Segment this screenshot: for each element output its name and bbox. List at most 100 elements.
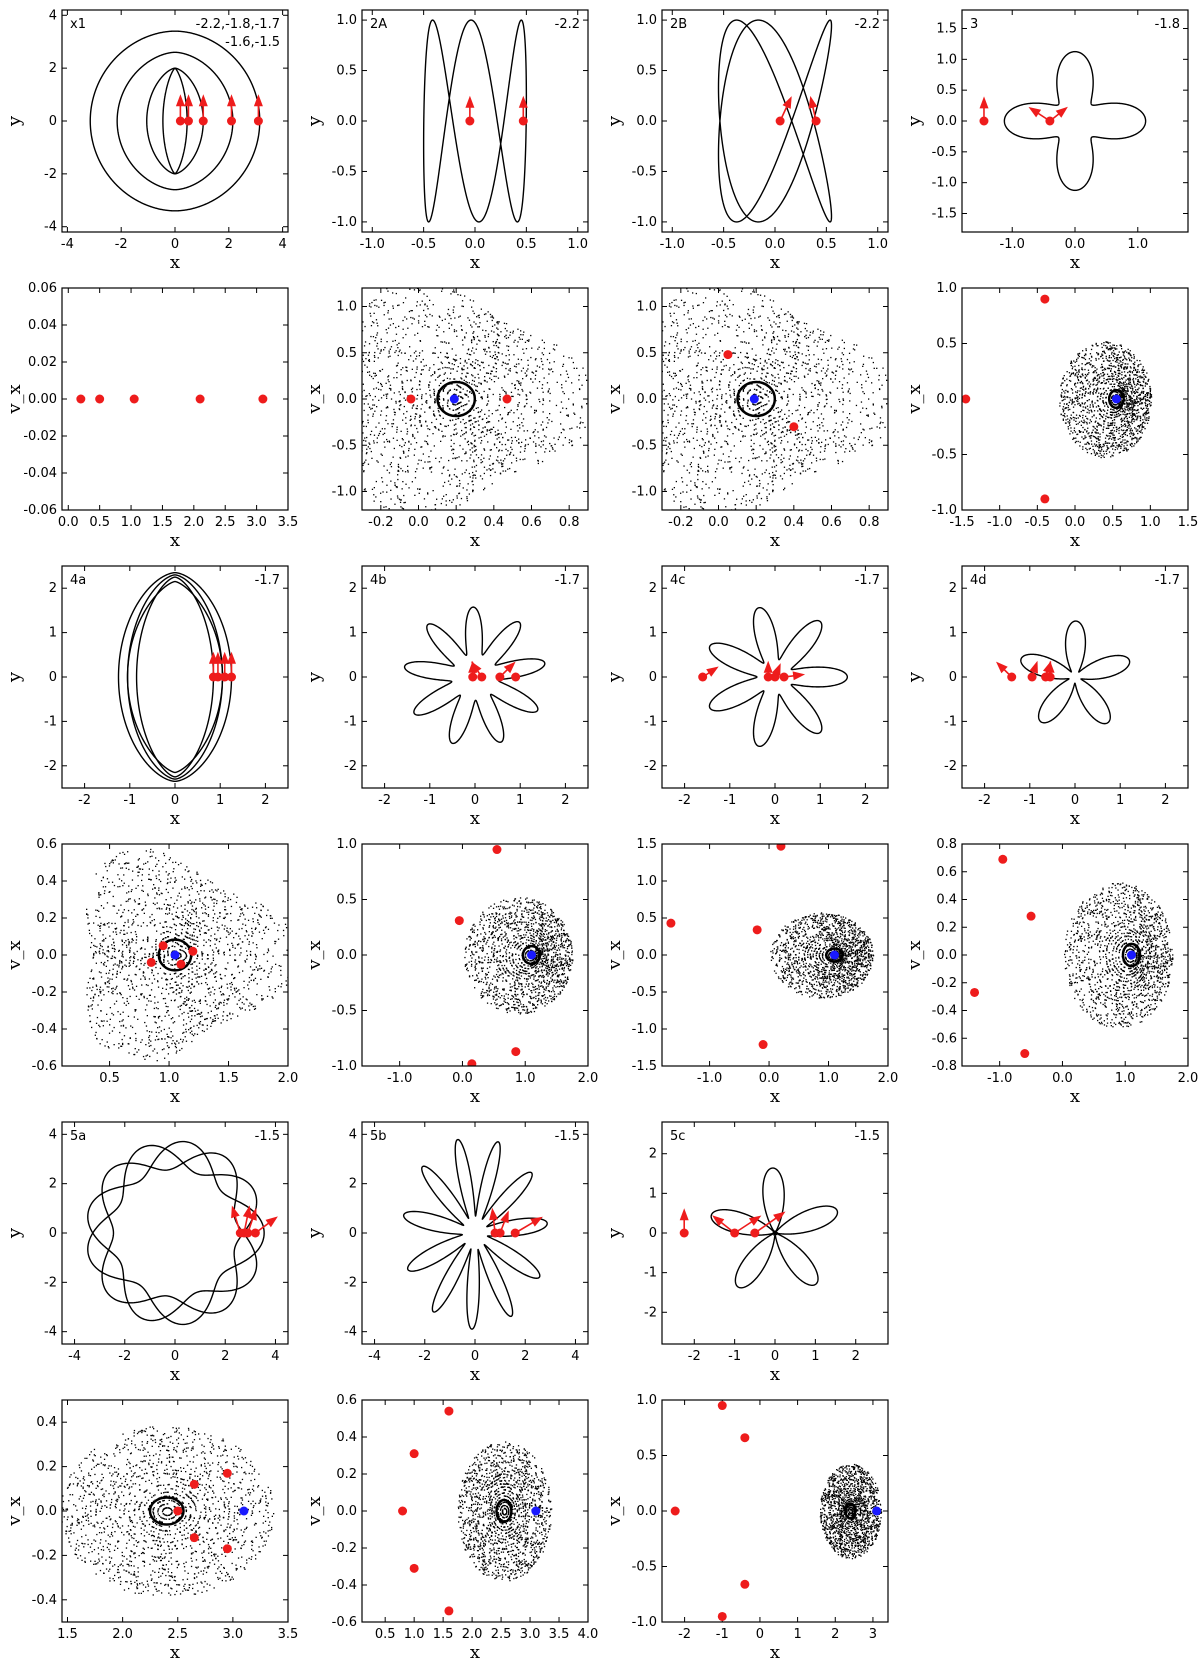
y-tick-label: 0.6	[336, 1393, 357, 1408]
x-tick-label: -1	[728, 1349, 741, 1364]
initial-condition-point	[717, 1611, 727, 1621]
x-axis-label: x	[770, 1086, 780, 1107]
periodic-orbit-point	[1127, 950, 1136, 960]
initial-condition-point	[188, 946, 198, 956]
initial-condition-point	[467, 1059, 477, 1066]
orbit-curve	[116, 51, 234, 191]
x-tick-label: -4	[368, 1349, 381, 1364]
panel-15: -1.0 0.0 1.0 2.0 -1.5 -1.0 -0.5 0.0 0.5 1.0 1.5 x v_…	[604, 837, 898, 1107]
panel-7: -0.2 0.0 0.2 0.4 0.6 0.8 -1.0 -0.5 0.0 0.5 1.0 x v_x	[604, 287, 889, 551]
axes-frame	[961, 843, 1189, 1067]
y-axis-label: v_x	[604, 1496, 625, 1526]
initial-condition-point	[465, 116, 475, 126]
y-axis-label: v_x	[4, 1496, 25, 1526]
arrow-head	[808, 95, 818, 109]
x-tick-label: -2	[978, 793, 991, 808]
initial-condition-point	[763, 672, 773, 682]
y-tick-label: 2	[49, 61, 57, 76]
y-tick-label: -4	[44, 1325, 57, 1340]
plot-area	[89, 30, 263, 212]
x-axis-label: x	[170, 1642, 180, 1663]
plot-area	[996, 620, 1131, 725]
y-tick-label: 2	[349, 581, 357, 596]
x-tick-label: 1.5	[152, 515, 173, 530]
arrow-head	[792, 671, 806, 681]
arrow-head	[175, 94, 185, 107]
y-tick-label: -2	[644, 1305, 657, 1320]
arrow-head	[500, 1210, 509, 1224]
x-tick-label: 0	[171, 1349, 179, 1364]
y-tick-label: -2	[644, 759, 657, 774]
axes-frame	[61, 9, 289, 233]
initial-condition-point	[698, 672, 708, 682]
x-tick-label: 2	[852, 1349, 860, 1364]
section-points	[62, 1426, 275, 1596]
y-tick-label: -0.2	[32, 985, 57, 1000]
x-tick-label: 1	[793, 1627, 801, 1642]
y-tick-label: 0.0	[636, 948, 657, 963]
x-tick-label: 0.5	[516, 237, 537, 252]
y-tick-label: 1.5	[636, 837, 657, 852]
y-tick-label: 4	[49, 8, 57, 23]
orbit-curve	[403, 606, 546, 745]
x-axis-label: x	[770, 530, 780, 551]
initial-condition-point	[789, 422, 799, 432]
x-tick-label: 4	[571, 1349, 579, 1364]
x-tick-label: 0.5	[99, 1071, 120, 1086]
x-tick-label: 2.0	[278, 1071, 299, 1086]
energy-label: -1.6,-1.5	[225, 35, 280, 50]
energy-label: -1.7	[555, 573, 580, 588]
x-tick-label: 0.0	[1052, 1071, 1073, 1086]
x-tick-label: 0.4	[483, 515, 504, 530]
plot-area	[117, 571, 236, 783]
inner-torus	[1107, 388, 1125, 410]
initial-condition-point	[518, 116, 528, 126]
y-axis-label: v_x	[304, 1496, 325, 1526]
y-tick-label: -1.0	[332, 485, 357, 500]
orbit-curve	[1020, 620, 1131, 725]
initial-condition-point	[406, 394, 416, 404]
y-tick-label: -0.5	[632, 438, 657, 453]
y-tick-label: -0.4	[32, 1022, 57, 1037]
panel-21: 0.5 1.0 1.5 2.0 2.5 3.0 3.5 4.0 -0.6 -0.4 -0.2 0.0 0…	[304, 1393, 598, 1663]
axes-frame	[361, 565, 589, 789]
y-tick-label: 1	[649, 1186, 657, 1201]
x-tick-label: -1	[123, 793, 136, 808]
panel-5: 0.0 0.5 1.0 1.5 2.0 2.5 3.0 3.5 -0.06 -0.04 -0.02 0…	[4, 281, 298, 551]
initial-condition-point	[198, 116, 208, 126]
x-tick-label: 0.5	[375, 1627, 396, 1642]
axes-frame	[361, 287, 589, 511]
initial-condition-point	[1020, 1049, 1030, 1059]
panel-14: -1.0 0.0 1.0 2.0 -1.0 -0.5 0.0 0.5 1.0 x v_x	[304, 837, 598, 1107]
orbit-curve	[87, 1140, 265, 1326]
y-axis-label: y	[604, 115, 625, 127]
arrow-head	[253, 94, 263, 107]
x-tick-label: 0	[756, 1627, 764, 1642]
x-tick-label: 0.6	[521, 515, 542, 530]
x-axis-label: x	[1070, 1086, 1080, 1107]
axes-frame	[61, 843, 289, 1067]
x-tick-label: -1.0	[387, 1071, 412, 1086]
orbit-curve	[126, 574, 224, 780]
axes-frame	[361, 843, 589, 1067]
x-axis-label: x	[770, 1642, 780, 1663]
y-tick-label: 0.02	[28, 355, 57, 370]
initial-condition-point	[213, 672, 223, 682]
orbit-curve	[135, 576, 215, 778]
y-axis-label: v_x	[4, 384, 25, 414]
initial-condition-point	[220, 672, 230, 682]
y-tick-label: -0.5	[332, 164, 357, 179]
arrow-head	[227, 94, 236, 107]
y-tick-label: -0.4	[932, 1004, 957, 1019]
arrow-head	[265, 1216, 278, 1228]
inner-torus	[436, 380, 477, 418]
x-tick-label: -4	[68, 1349, 81, 1364]
x-tick-label: 0.6	[821, 515, 842, 530]
arrow-head	[530, 1216, 543, 1227]
y-tick-label: 0.2	[36, 1460, 57, 1475]
x-tick-label: 0	[171, 237, 179, 252]
x-tick-label: 1.5	[57, 1627, 78, 1642]
initial-condition-point	[740, 1433, 750, 1443]
y-tick-label: 0	[349, 1226, 357, 1241]
y-tick-label: 2	[949, 581, 957, 596]
